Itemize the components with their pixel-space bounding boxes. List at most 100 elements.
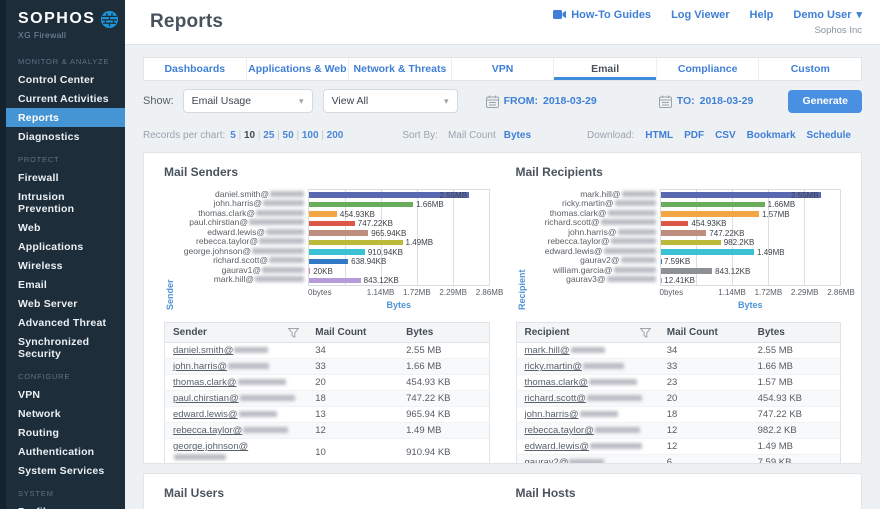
download-pdf[interactable]: PDF	[684, 130, 705, 141]
downloads: Download: HTML PDF CSV Bookmark Schedule	[587, 130, 862, 141]
report-type-select[interactable]: Email Usage ▾	[182, 89, 313, 113]
bar[interactable]	[660, 211, 760, 217]
tab-applications-web[interactable]: Applications & Web	[245, 58, 349, 80]
recipient-link[interactable]: mark.hill@	[524, 345, 570, 356]
redacted-domain	[579, 411, 618, 417]
column-header-bytes[interactable]: Bytes	[398, 322, 489, 343]
bar[interactable]	[309, 239, 403, 245]
cell-mail-count: 20	[658, 390, 750, 407]
download-bookmark[interactable]: Bookmark	[746, 130, 796, 141]
sender-link[interactable]: thomas.clark@	[173, 377, 237, 388]
sort-option-bytes[interactable]: Bytes	[503, 130, 532, 141]
header-link-log-viewer[interactable]: Log Viewer	[671, 9, 729, 21]
column-header-sender[interactable]: Sender	[164, 322, 308, 343]
recipient-link[interactable]: thomas.clark@	[524, 377, 589, 388]
bar[interactable]	[309, 249, 365, 255]
sidebar-item-current-activities[interactable]: Current Activities	[18, 92, 109, 105]
sender-link[interactable]: paul.chirstian@	[173, 393, 239, 404]
sidebar-item-reports[interactable]: Reports	[6, 108, 125, 127]
recipient-link[interactable]: gaurav2@	[524, 457, 569, 464]
download-schedule[interactable]: Schedule	[806, 130, 851, 141]
sidebar-item-network[interactable]: Network	[18, 407, 61, 420]
bar[interactable]	[660, 249, 755, 255]
filter-funnel-icon[interactable]	[288, 327, 300, 338]
recipient-link[interactable]: edward.lewis@	[524, 441, 590, 452]
sidebar-item-system-services[interactable]: System Services	[18, 464, 105, 477]
bar[interactable]	[309, 258, 349, 264]
sidebar-item-advanced-threat[interactable]: Advanced Threat	[18, 316, 107, 329]
records-option-25[interactable]: 25	[263, 130, 275, 141]
bar[interactable]	[660, 268, 713, 274]
header-link-demo-user[interactable]: Demo User ▾	[793, 8, 862, 22]
records-option-5[interactable]: 5	[230, 130, 236, 141]
bar[interactable]	[309, 201, 414, 207]
sidebar-item-web[interactable]: Web	[18, 221, 41, 234]
redacted-domain	[600, 219, 656, 226]
recipient-link[interactable]: ricky.martin@	[524, 361, 583, 372]
sidebar-item-profiles[interactable]: Profiles	[6, 502, 125, 509]
recipient-link[interactable]: john.harris@	[524, 409, 579, 420]
sidebar-item-diagnostics[interactable]: Diagnostics	[18, 130, 80, 143]
download-csv[interactable]: CSV	[715, 130, 736, 141]
sort-option-mail-count[interactable]: Mail Count	[447, 130, 496, 141]
tab-custom[interactable]: Custom	[758, 58, 861, 80]
bar[interactable]	[309, 192, 470, 198]
sophos-logo: SOPHOS	[18, 10, 96, 27]
view-select[interactable]: View All ▾	[322, 89, 458, 113]
sender-link[interactable]: rebecca.taylor@	[173, 425, 243, 436]
sidebar-item-firewall[interactable]: Firewall	[18, 171, 59, 184]
category-name: john.harris@	[213, 198, 262, 209]
records-option-10[interactable]: 10	[243, 130, 256, 141]
sender-link[interactable]: john.harris@	[173, 361, 227, 372]
category-name: thomas.clark@	[198, 207, 255, 218]
generate-button[interactable]: Generate	[788, 89, 862, 113]
records-option-100[interactable]: 100	[301, 130, 319, 141]
bar[interactable]	[660, 220, 689, 226]
bar[interactable]	[660, 230, 707, 236]
cell-bytes: 747.22 KB	[749, 406, 841, 423]
sidebar-item-synchronized-security[interactable]: Synchronized Security	[18, 335, 90, 360]
sidebar-item-vpn[interactable]: VPN	[18, 388, 41, 401]
from-date-picker[interactable]: FROM: 2018-03-29	[485, 95, 597, 108]
sender-link[interactable]: daniel.smith@	[173, 345, 234, 356]
bar[interactable]	[309, 211, 337, 217]
sidebar-item-routing[interactable]: Routing	[18, 426, 60, 439]
category-label: thomas.clark@	[528, 208, 656, 218]
records-option-200[interactable]: 200	[326, 130, 344, 141]
header-link-help[interactable]: Help	[750, 9, 774, 21]
filter-funnel-icon[interactable]	[639, 327, 651, 338]
to-date-picker[interactable]: TO: 2018-03-29	[658, 95, 753, 108]
bar[interactable]	[309, 277, 361, 283]
column-header-recipient[interactable]: Recipient	[516, 322, 659, 343]
column-header-bytes[interactable]: Bytes	[749, 322, 841, 343]
tab-email[interactable]: Email	[553, 58, 656, 80]
sidebar-item-wireless[interactable]: Wireless	[18, 259, 63, 272]
bar[interactable]	[309, 230, 369, 236]
sidebar-item-email[interactable]: Email	[18, 278, 48, 291]
sender-link[interactable]: george.johnson@	[173, 441, 249, 452]
sidebar-item-applications[interactable]: Applications	[18, 240, 84, 253]
column-header-mail-count[interactable]: Mail Count	[307, 322, 399, 343]
sidebar-item-web-server[interactable]: Web Server	[18, 297, 78, 310]
bar[interactable]	[660, 277, 662, 283]
tab-network-threats[interactable]: Network & Threats	[348, 58, 451, 80]
bar[interactable]	[660, 201, 765, 207]
bar[interactable]	[660, 239, 721, 245]
sidebar-item-intrusion-prevention[interactable]: Intrusion Prevention	[18, 190, 75, 215]
sidebar-item-authentication[interactable]: Authentication	[18, 445, 95, 458]
recipient-link[interactable]: rebecca.taylor@	[524, 425, 594, 436]
column-header-mail-count[interactable]: Mail Count	[658, 322, 750, 343]
cell-name: edward.lewis@	[516, 438, 659, 455]
bar[interactable]	[309, 268, 311, 274]
tab-vpn[interactable]: VPN	[450, 58, 554, 80]
recipient-link[interactable]: richard.scott@	[524, 393, 586, 404]
sidebar-item-control-center[interactable]: Control Center	[18, 73, 95, 86]
download-html[interactable]: HTML	[645, 130, 674, 141]
header-link-how-to-guides[interactable]: How-To Guides	[553, 9, 651, 21]
bar[interactable]	[660, 192, 821, 198]
tab-compliance[interactable]: Compliance	[655, 58, 759, 80]
tab-dashboards[interactable]: Dashboards	[164, 63, 226, 75]
records-option-50[interactable]: 50	[282, 130, 294, 141]
bar[interactable]	[309, 220, 355, 226]
sender-link[interactable]: edward.lewis@	[173, 409, 238, 420]
